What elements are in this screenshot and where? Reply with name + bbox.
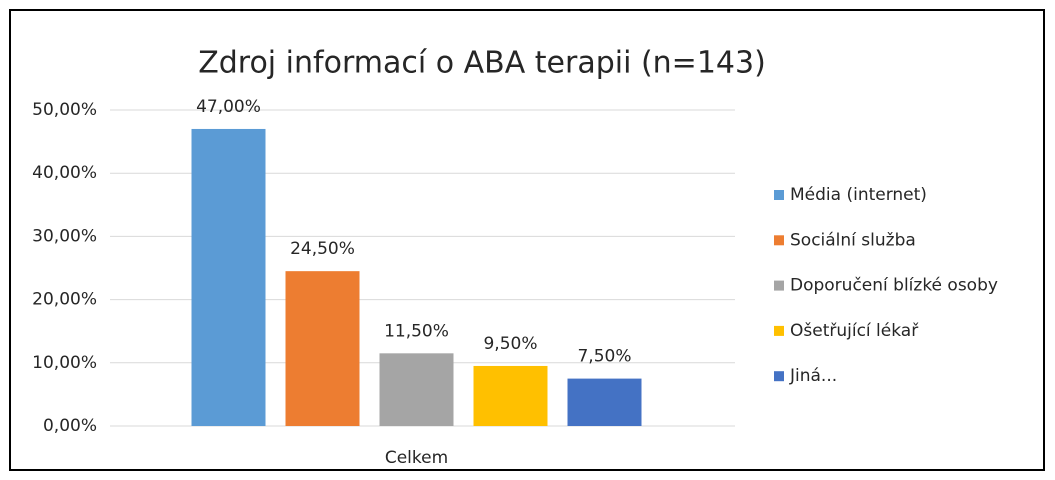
- y-tick-label: 30,00%: [32, 226, 97, 246]
- bar: [473, 365, 548, 426]
- legend-label: Jiná...: [789, 366, 837, 386]
- legend-swatch: [774, 235, 784, 246]
- bar: [191, 128, 266, 426]
- legend-swatch: [774, 190, 784, 200]
- legend-label: Doporučení blízké osoby: [790, 276, 998, 296]
- legend-swatch: [774, 371, 784, 382]
- legend-swatch: [774, 325, 784, 336]
- data-label: 47,00%: [196, 97, 261, 117]
- data-label: 24,50%: [290, 239, 355, 259]
- x-tick-label: Celkem: [385, 448, 448, 468]
- bar: [379, 353, 454, 426]
- y-tick-label: 20,00%: [32, 290, 97, 310]
- legend-label: Sociální služba: [790, 230, 916, 250]
- chart-title: Zdroj informací o ABA terapii (n=143): [198, 46, 766, 81]
- y-tick-label: 50,00%: [32, 100, 97, 120]
- y-tick-label: 10,00%: [32, 353, 97, 373]
- y-tick-label: 40,00%: [32, 163, 97, 183]
- data-label: 11,50%: [384, 321, 449, 341]
- bar: [567, 378, 642, 426]
- data-label: 7,50%: [577, 347, 631, 367]
- legend-label: Média (internet): [790, 185, 927, 205]
- legend-swatch: [774, 280, 784, 291]
- bar: [285, 271, 360, 426]
- legend-label: Ošetřující lékař: [790, 321, 919, 341]
- data-label: 9,50%: [483, 334, 537, 354]
- y-tick-label: 0,00%: [43, 416, 97, 436]
